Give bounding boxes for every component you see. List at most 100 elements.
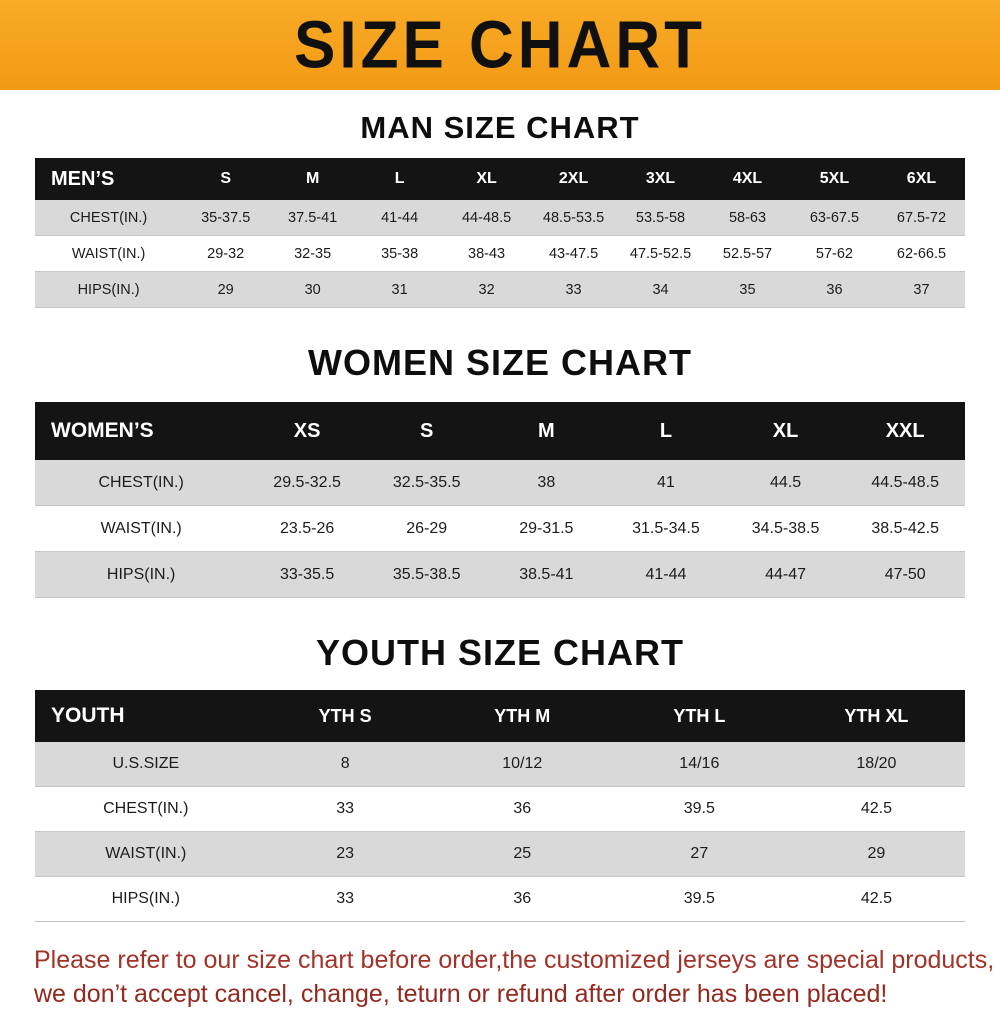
size-value: 38.5-42.5 [871,519,939,537]
size-value: 41-44 [645,565,687,583]
women-header-size: XS [247,402,367,460]
size-value: 29.5-32.5 [273,473,341,491]
men-header-size: S [182,158,270,200]
youth-table-wrap: YOUTH YTH S YTH M YTH L YTH XL U.S.SIZE 8 10/12… [35,690,965,922]
size-value: 47.5-52.5 [629,245,692,262]
table-row: HIPS(IN.) 29 30 31 32 33 34 35 36 37 [35,271,965,308]
women-size-table: WOMEN’S XS S M L XL XXL CHEST(IN.) 29.5-32.5 32.5… [35,402,965,598]
row-label: CHEST(IN.) [103,800,189,817]
size-value: 35-37.5 [201,209,251,226]
size-value: 32-35 [294,245,332,262]
size-value: 29 [867,845,886,862]
men-size-table: MEN’S S M L XL 2XL 3XL 4XL 5XL 6XL CHEST(IN.) 35-37… [35,158,965,308]
women-header-size: M [486,402,607,460]
youth-header-row: YOUTH YTH S YTH M YTH L YTH XL [35,690,965,742]
size-value: 33 [336,800,355,817]
men-header-size: 2XL [530,158,618,200]
size-value: 31 [391,281,408,298]
size-value: 44-48.5 [461,209,512,226]
women-header-size: XL [725,402,846,460]
size-value: 29-32 [207,245,245,262]
size-value: 37 [913,281,930,298]
size-value: 38-43 [468,245,506,262]
table-row: HIPS(IN.) 33-35.5 35.5-38.5 38.5-41 41-44 44-… [35,551,965,598]
table-row: U.S.SIZE 8 10/12 14/16 18/20 [35,742,965,787]
size-chart-banner: SIZE CHART [0,0,1000,90]
size-value: 63-67.5 [809,209,860,226]
size-value: 38 [537,473,556,491]
men-header-label: MEN’S [35,158,183,200]
size-value: 35-38 [381,245,419,262]
row-label: CHEST(IN.) [69,209,148,226]
men-header-size: M [269,158,357,200]
size-value: 10/12 [502,755,543,772]
size-value: 67.5-72 [896,209,947,226]
size-value: 36 [513,800,532,817]
men-header-size: 5XL [790,158,878,200]
women-header-size: L [606,402,726,460]
table-row: WAIST(IN.) 23 25 27 29 [35,831,965,877]
size-value: 44.5-48.5 [871,473,939,491]
size-value: 33-35.5 [279,565,335,583]
size-value: 26-29 [406,519,448,537]
size-value: 39.5 [683,890,715,907]
size-value: 52.5-57 [722,245,773,262]
row-label: WAIST(IN.) [100,519,182,537]
size-value: 41-44 [381,209,419,226]
size-value: 8 [340,755,350,772]
size-value: 42.5 [860,800,892,817]
size-value: 34 [652,281,669,298]
women-header-size: S [366,402,487,460]
size-value: 53.5-58 [635,209,686,226]
youth-header-size: YTH XL [787,690,965,742]
row-label: CHEST(IN.) [98,473,184,491]
men-header-size: 3XL [617,158,704,200]
size-value: 31.5-34.5 [632,519,700,537]
size-value: 48.5-53.5 [542,209,605,226]
size-value: 43-47.5 [548,245,599,262]
youth-header-label: YOUTH [35,690,257,742]
men-header-row: MEN’S S M L XL 2XL 3XL 4XL 5XL 6XL [35,158,965,200]
youth-header-size: YTH S [256,690,434,742]
youth-header-size: YTH M [433,690,611,742]
women-table-wrap: WOMEN’S XS S M L XL XXL CHEST(IN.) 29.5-32.5 32.5… [35,402,965,598]
banner-title: SIZE CHART [294,7,706,83]
size-value: 37.5-41 [288,209,338,226]
youth-section-title: YOUTH SIZE CHART [315,632,684,673]
size-value: 33 [336,890,355,907]
size-value: 36 [826,281,843,298]
men-section-title: MAN SIZE CHART [360,110,640,145]
size-value: 27 [690,845,709,862]
size-value: 44.5 [769,473,802,491]
table-row: WAIST(IN.) 23.5-26 26-29 29-31.5 31.5-34.5 34… [35,505,965,552]
footer-line-2: we don’t accept cancel, change, teturn o… [34,979,888,1008]
table-row: CHEST(IN.) 35-37.5 37.5-41 41-44 44-48.5 48.5… [35,200,965,236]
size-value: 34.5-38.5 [751,519,820,537]
women-header-size: XXL [845,402,965,460]
size-value: 58-63 [728,209,767,226]
size-value: 38.5-41 [519,565,574,583]
men-header-size: XL [443,158,531,200]
size-value: 41 [657,473,675,491]
men-table-wrap: MEN’S S M L XL 2XL 3XL 4XL 5XL 6XL CHEST(IN.) 35-37… [35,158,965,308]
youth-size-table: YOUTH YTH S YTH M YTH L YTH XL U.S.SIZE 8 10/12… [35,690,965,922]
footer-line-1: Please refer to our size chart before or… [34,946,995,974]
size-value: 36 [513,890,532,907]
size-value: 30 [304,281,321,298]
size-value: 47-50 [884,565,926,583]
row-label: HIPS(IN.) [111,890,181,907]
women-header-row: WOMEN’S XS S M L XL XXL [35,402,965,460]
youth-header-size: YTH L [610,690,788,742]
size-value: 62-66.5 [896,245,947,262]
row-label: HIPS(IN.) [106,565,176,583]
table-row: CHEST(IN.) 33 36 39.5 42.5 [35,786,965,832]
size-value: 39.5 [683,800,715,817]
size-value: 57-62 [815,245,853,262]
size-value: 44-47 [765,565,806,583]
table-row: WAIST(IN.) 29-32 32-35 35-38 38-43 43-47.5 47.… [35,235,965,272]
size-value: 32 [478,281,495,298]
size-value: 32.5-35.5 [392,473,461,491]
table-row: CHEST(IN.) 29.5-32.5 32.5-35.5 38 41 44.5 44.5… [35,460,965,506]
row-label: U.S.SIZE [112,755,180,772]
size-value: 25 [513,845,532,862]
